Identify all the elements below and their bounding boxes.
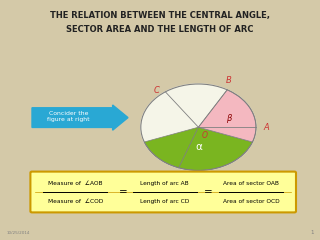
Text: Measure of  ∠AOB: Measure of ∠AOB bbox=[48, 181, 102, 186]
Text: C: C bbox=[154, 86, 160, 95]
FancyArrow shape bbox=[32, 105, 128, 130]
Text: THE RELATION BETWEEN THE CENTRAL ANGLE,: THE RELATION BETWEEN THE CENTRAL ANGLE, bbox=[50, 11, 270, 20]
Text: 10/25/2014: 10/25/2014 bbox=[6, 231, 30, 235]
Text: D: D bbox=[174, 173, 181, 182]
FancyBboxPatch shape bbox=[30, 172, 296, 212]
Text: =: = bbox=[119, 187, 128, 197]
Text: B: B bbox=[226, 76, 231, 84]
Text: β: β bbox=[226, 114, 231, 123]
Text: Area of sector OCD: Area of sector OCD bbox=[223, 199, 279, 204]
Wedge shape bbox=[198, 90, 256, 142]
Text: A: A bbox=[263, 123, 269, 132]
Text: Concider the
figure at right: Concider the figure at right bbox=[47, 111, 90, 121]
Text: SECTOR AREA AND THE LENGTH OF ARC: SECTOR AREA AND THE LENGTH OF ARC bbox=[66, 25, 254, 35]
Text: Area of sector OAB: Area of sector OAB bbox=[223, 181, 279, 186]
Text: O: O bbox=[202, 131, 208, 140]
Text: Measure of  ∠COD: Measure of ∠COD bbox=[48, 199, 103, 204]
Text: Length of arc CD: Length of arc CD bbox=[140, 199, 189, 204]
Text: =: = bbox=[204, 187, 212, 197]
Text: 1: 1 bbox=[310, 230, 314, 235]
Wedge shape bbox=[144, 127, 252, 170]
Circle shape bbox=[141, 84, 256, 170]
Text: α: α bbox=[195, 142, 202, 152]
Text: Length of arc AB: Length of arc AB bbox=[140, 181, 189, 186]
